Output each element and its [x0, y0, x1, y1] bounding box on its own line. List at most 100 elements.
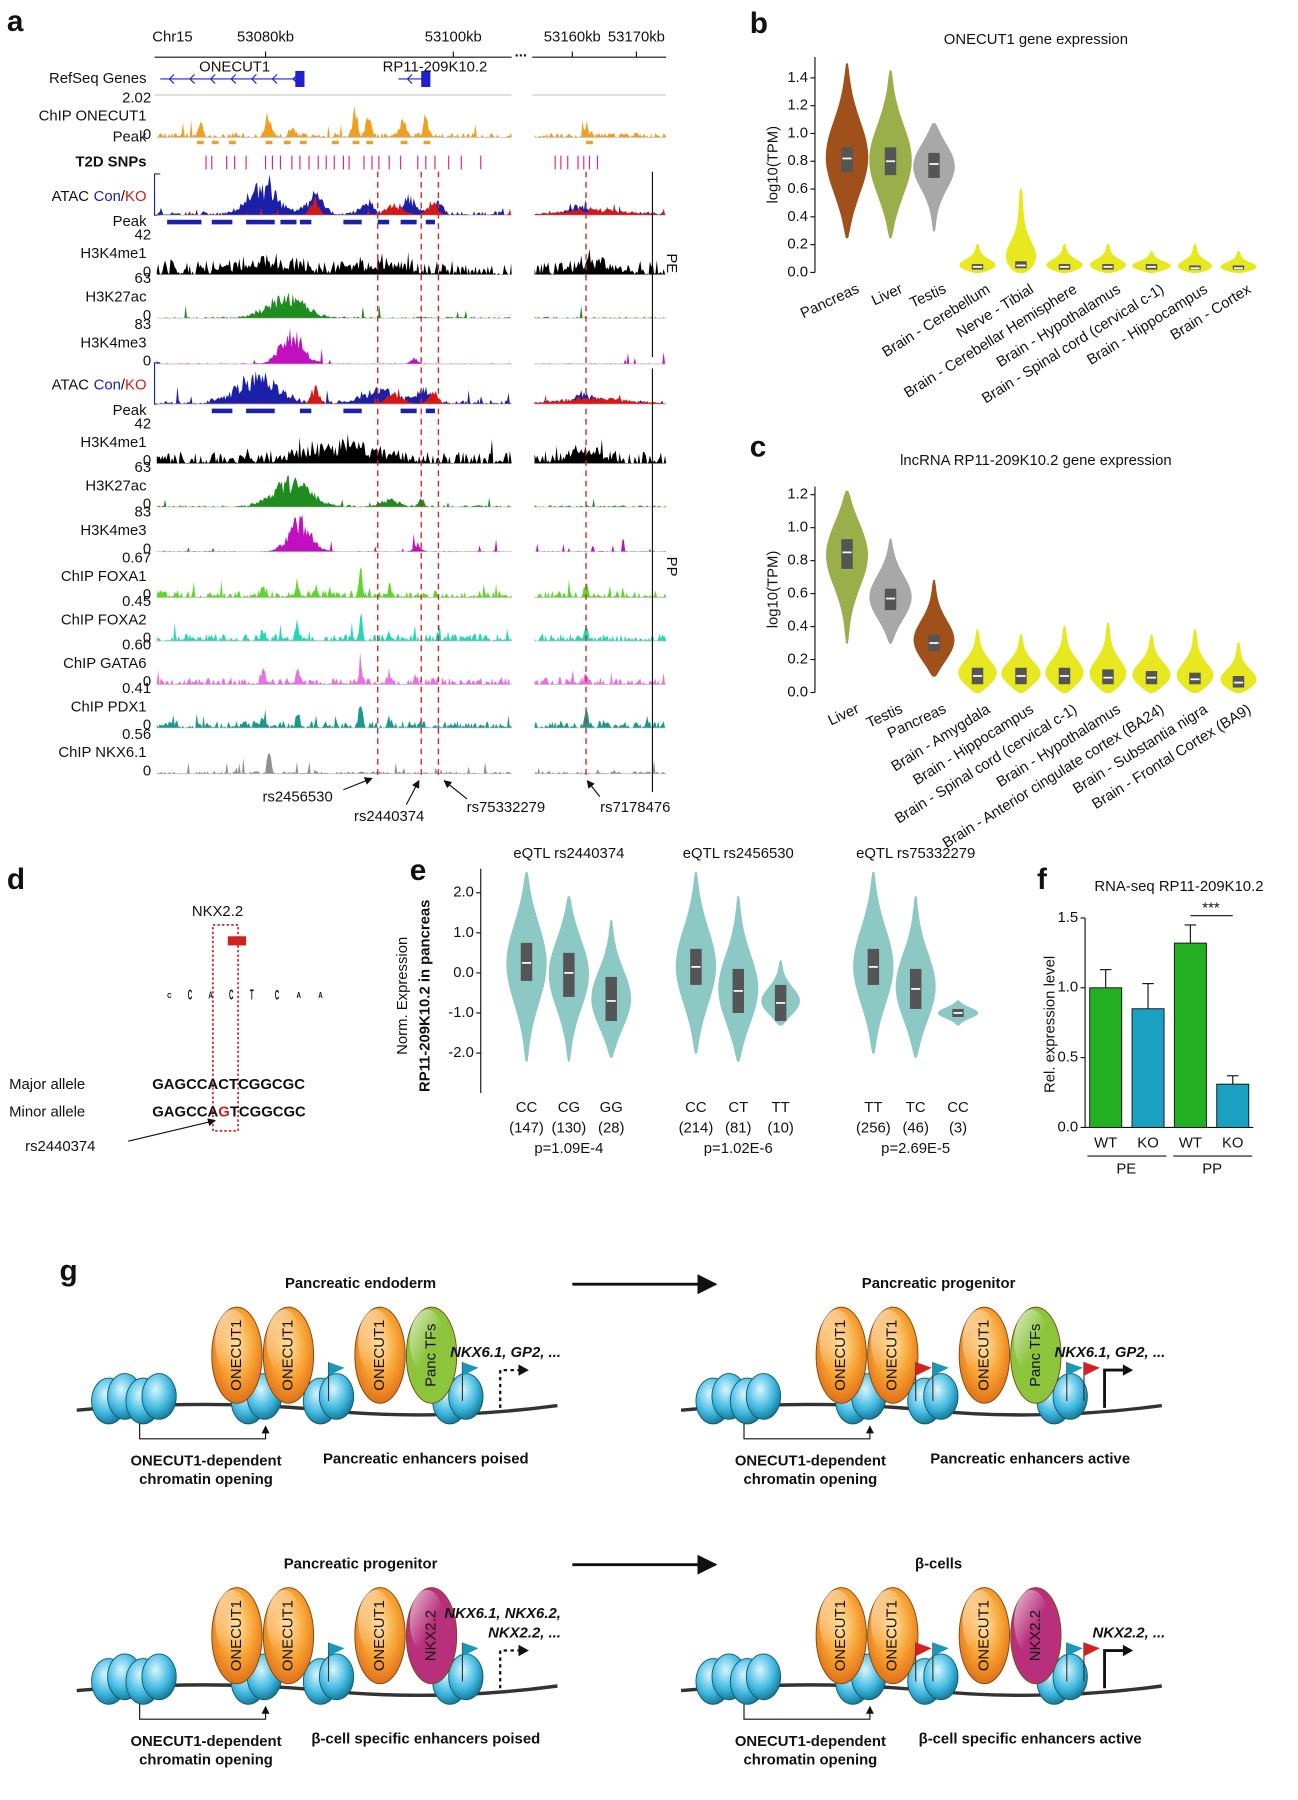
track-label: Peak: [113, 129, 147, 145]
peak-bar: [343, 408, 362, 414]
factor-label: ONECUT1: [372, 1600, 388, 1671]
group-label: PE: [1116, 1162, 1136, 1178]
violin: [1046, 244, 1083, 273]
signal-track: [534, 498, 667, 508]
p-value: p=2.69E-5: [881, 1141, 950, 1157]
snp-arrow: [343, 777, 373, 791]
peak-bar: [366, 140, 374, 145]
signal-track: [534, 627, 667, 641]
allele-seq-part: TCGGCGC: [230, 1104, 306, 1120]
panel-label: c: [750, 431, 767, 464]
opening-bracket: [743, 1704, 874, 1720]
violin: [1176, 629, 1214, 694]
scale-max: 0.67: [122, 550, 151, 566]
track-label-part: /: [121, 189, 126, 205]
factor-label: Panc TFs: [1028, 1324, 1044, 1387]
track-label: ChIP PDX1: [71, 699, 147, 715]
flag: [915, 1362, 932, 1376]
scale-min: 0: [143, 308, 151, 324]
group-label: PE: [663, 253, 679, 273]
coord-label: 53080kb: [237, 30, 294, 46]
signal-track: [156, 327, 512, 364]
gene-strand: [271, 73, 278, 84]
factor-highlight: [266, 1589, 302, 1654]
x-tick-label: KO: [1222, 1135, 1243, 1151]
track-label: H3K4me1: [80, 435, 146, 451]
y-tick-label: 0.4: [787, 209, 808, 225]
gene-names: NKX2.2, ...: [488, 1625, 561, 1641]
violin: [1045, 625, 1084, 694]
bar: [1173, 942, 1207, 1128]
nucleosome: [1052, 1653, 1088, 1701]
y-tick-label: 1.0: [787, 125, 808, 141]
factor-label: NKX2.2: [423, 1610, 439, 1661]
signal-track: [534, 439, 667, 464]
track-label-part: Con: [94, 189, 121, 205]
track-label: ATAC Con/KO: [52, 189, 147, 205]
gene-names: NKX2.2, ...: [1093, 1625, 1166, 1641]
count-label: (3): [949, 1120, 967, 1136]
snp-arrow: [128, 1118, 216, 1142]
factor-highlight: [215, 1589, 250, 1654]
x-tick-label: Liver: [869, 281, 905, 309]
violin-box: [841, 147, 853, 173]
signal-track: [156, 106, 512, 138]
peak-bar: [299, 219, 312, 225]
y-tick-label: 1.2: [787, 487, 808, 503]
promoter-head: [1122, 1364, 1134, 1376]
track-label: H3K27ac: [85, 478, 147, 494]
track-label: Peak: [113, 214, 147, 230]
signal-track: [534, 539, 667, 552]
peak-bar: [331, 140, 339, 145]
opening-label: chromatin opening: [139, 1752, 273, 1768]
x-tick-label: WT: [1094, 1135, 1117, 1151]
y-tick-label: 1.4: [787, 70, 808, 86]
signal-track: [534, 120, 667, 138]
track-label: H3K4me3: [80, 523, 146, 539]
y-tick-label: 0.8: [787, 153, 808, 169]
nucleosome: [923, 1373, 959, 1420]
y-axis-label: log10(TPM): [766, 551, 782, 629]
violin: [1178, 244, 1212, 273]
signal-track: [534, 669, 667, 685]
panel-label: b: [750, 7, 768, 40]
violin: [1132, 251, 1171, 273]
track-label: H3K27ac: [85, 290, 147, 306]
count-label: (10): [767, 1120, 793, 1136]
chart-title: eQTL rs2440374: [513, 846, 624, 862]
factor-highlight: [409, 1309, 445, 1374]
peak-bar: [280, 219, 297, 225]
peak-bar: [400, 219, 417, 225]
stage-title: β-cells: [915, 1557, 962, 1573]
panel-label: a: [7, 5, 24, 38]
violin: [1220, 642, 1257, 694]
y-tick-label: 0.5: [1058, 1050, 1079, 1066]
peak-bar: [343, 219, 362, 225]
signal-track: [156, 514, 512, 552]
scale-min: 0: [143, 497, 151, 513]
y-tick-label: 0.2: [787, 651, 808, 667]
factor-highlight: [819, 1309, 854, 1374]
factor-highlight: [962, 1309, 997, 1374]
chart-title: eQTL rs75332279: [856, 846, 975, 862]
factor-label: ONECUT1: [280, 1320, 296, 1391]
track-label: H3K4me1: [80, 246, 146, 262]
nucleosome: [1052, 1373, 1088, 1420]
signal-track: [156, 706, 512, 728]
allele-seq-part: GAGCCA: [152, 1104, 218, 1120]
track-label: ChIP NKX6.1: [58, 745, 146, 761]
scale-min: 0: [143, 674, 151, 690]
factor-label: ONECUT1: [280, 1600, 296, 1671]
opening-bracket: [743, 1423, 874, 1440]
gene-names: NKX6.1, NKX6.2,: [444, 1606, 560, 1622]
nucleosome: [923, 1653, 959, 1701]
coord-label: 53100kb: [425, 30, 482, 46]
peak-bar: [423, 140, 431, 145]
x-tick-label: Liver: [826, 701, 862, 729]
count-label: (28): [598, 1120, 624, 1136]
factor-label: Panc TFs: [423, 1324, 439, 1387]
x-tick-label: TT: [772, 1100, 790, 1116]
factor-highlight: [1014, 1589, 1049, 1654]
peak-bar: [246, 408, 275, 414]
snp-arrow: [586, 779, 601, 797]
